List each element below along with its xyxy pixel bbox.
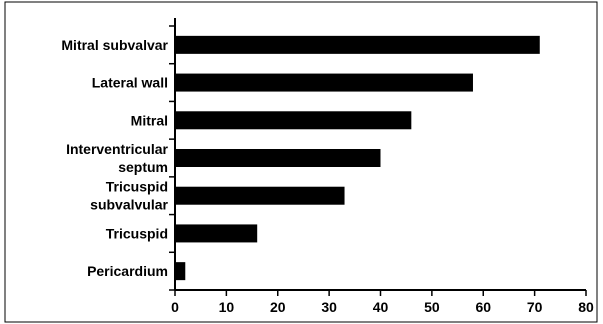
x-tick-label: 60 [475,299,491,315]
x-tick-label: 0 [171,299,179,315]
bar [175,149,381,167]
category-label: Mitral [131,112,168,128]
category-label: Mitral subvalvar [61,37,168,53]
x-tick-label: 70 [527,299,543,315]
category-label: Tricuspid [106,179,168,195]
category-label: Pericardium [87,263,168,279]
x-tick-label: 20 [270,299,286,315]
bar [175,73,473,92]
x-tick-label: 40 [373,299,389,315]
bar [175,111,412,130]
category-label: Tricuspid [106,225,168,241]
x-tick-label: 10 [219,299,235,315]
category-label: subvalvular [90,197,168,213]
chart-border [4,1,598,323]
bar [175,224,258,243]
bar [175,262,186,281]
bar [175,35,540,54]
x-tick-label: 50 [424,299,440,315]
category-label: Interventricular [66,141,168,157]
category-label: septum [118,159,168,175]
bar [175,186,345,205]
x-tick-label: 30 [321,299,337,315]
x-tick-label: 80 [578,299,594,315]
category-label: Lateral wall [92,75,168,91]
